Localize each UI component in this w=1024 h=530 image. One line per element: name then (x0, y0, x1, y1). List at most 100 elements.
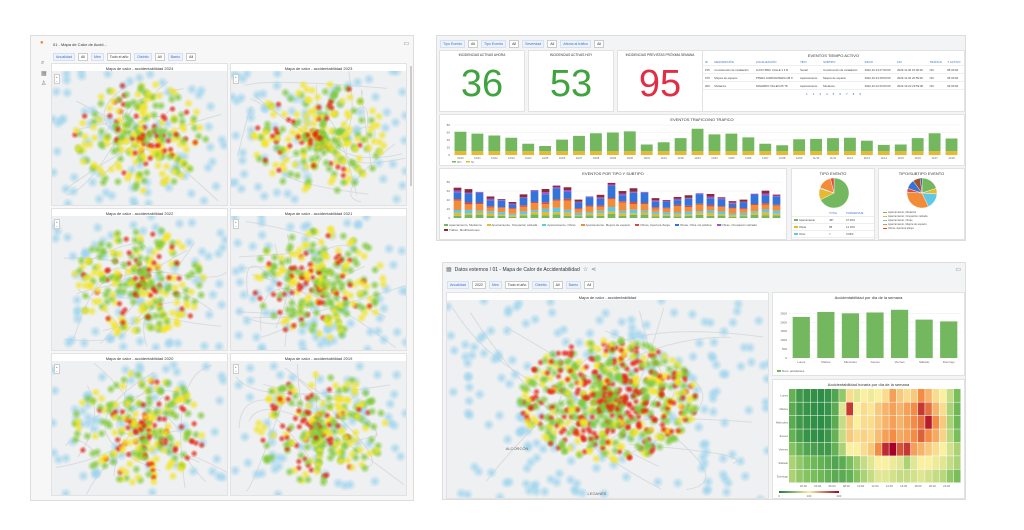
zoom-out-button[interactable]: − (235, 369, 237, 373)
heat-spot (293, 88, 304, 99)
legend-row[interactable]: Otros 7 0.96% (792, 230, 874, 238)
heat-map[interactable] (231, 216, 407, 350)
legend-item[interactable]: Obras, Apertura Zanja (635, 223, 670, 227)
search-icon[interactable]: ⌕ (41, 60, 45, 66)
heat-spot (194, 280, 205, 291)
zoom-out-button[interactable]: − (56, 79, 58, 83)
heat-spot (136, 305, 147, 316)
alert-icon[interactable]: ♙ (41, 81, 47, 87)
zoom-out-button[interactable]: − (56, 224, 58, 228)
filter-select[interactable]: 2022 (472, 281, 486, 289)
legend-item[interactable]: Aparcamiento, Ocupación calzada (486, 223, 537, 227)
heatmap-cell (903, 456, 911, 470)
heat-spot (158, 445, 169, 456)
heat-spot (161, 161, 172, 172)
tv-mode-icon[interactable]: ▭ (955, 267, 961, 273)
heatmap-cell (803, 469, 810, 483)
legend-item[interactable]: Aparcamiento, Mudanza (444, 223, 482, 227)
legend-item[interactable]: Obras, Apertura Zanja (883, 227, 960, 230)
table-row[interactable]: 079 Mejora de espacio PTERA JARDINATERIA C… (703, 73, 964, 82)
page-link[interactable]: 2 (812, 92, 815, 96)
legend-row[interactable]: Obras 88 12.10% (792, 223, 874, 231)
heat-map[interactable] (52, 71, 228, 205)
page-link[interactable]: 4 (825, 92, 828, 96)
bar-segment (750, 214, 759, 218)
page-link[interactable]: 9 (859, 92, 862, 96)
filter-select[interactable]: All (468, 40, 479, 48)
legend-item[interactable]: Aparcamiento, Obras (542, 223, 576, 227)
page-link[interactable]: 3 (819, 92, 821, 96)
column-header[interactable]: INICIO (862, 58, 896, 66)
zoom-in-button[interactable]: + (235, 75, 237, 79)
heat-spot (318, 288, 329, 299)
filter-select[interactable]: All (552, 281, 563, 289)
tv-mode-icon[interactable]: ▭ (403, 41, 409, 47)
heat-map[interactable] (52, 216, 228, 350)
heatmap-cell (910, 389, 918, 402)
column-header[interactable]: LOCALIZACIÓN (753, 58, 799, 66)
zoom-out-button[interactable]: − (235, 79, 237, 83)
filter-select[interactable]: All (509, 40, 520, 48)
legend-item[interactable]: Obras, Ocupación calzada (716, 223, 757, 227)
column-header[interactable]: DESCRIPCIÓN (712, 58, 754, 66)
star-icon[interactable]: ☆ (582, 267, 589, 273)
zoom-in-button[interactable]: + (56, 75, 58, 79)
page-link[interactable]: 1 (805, 92, 808, 96)
column-header[interactable]: SUBTIPO (821, 58, 863, 66)
table-row[interactable]: 155 Construcción de instalación LUCIO BRU … (703, 65, 964, 74)
heat-map[interactable] (231, 71, 407, 205)
legend-item[interactable]: Aparcamiento, Ocupación calzada (883, 215, 960, 218)
column-header[interactable]: ID (703, 58, 713, 66)
bar-segment (464, 193, 473, 203)
page-link[interactable]: 5 (832, 92, 835, 96)
filter-select[interactable]: All (78, 53, 88, 61)
column-header[interactable]: T. ACTIVO (945, 58, 964, 66)
column-header[interactable]: TRÁFICO (927, 58, 946, 66)
table-row[interactable]: 209 Mudanza NAVARRO VILLEN 05 78 Aparcamien… (703, 81, 964, 90)
legend-row[interactable]: Aparcamiento 487 67.00% (792, 216, 874, 224)
heatmap-cell (846, 415, 853, 429)
zoom-out-button[interactable]: − (235, 224, 237, 228)
zoom-in-button[interactable]: + (235, 365, 237, 369)
filter-select[interactable]: All (594, 40, 605, 48)
filter-select[interactable]: All (584, 281, 595, 289)
filter-select[interactable]: All (186, 53, 197, 61)
legend-item[interactable]: Aparcamiento, Obras (883, 219, 960, 222)
filter-select[interactable]: All (547, 40, 558, 48)
legend-item[interactable]: Aparcamiento, Mudanza (883, 211, 960, 214)
column-header[interactable]: FIN (895, 58, 928, 66)
heat-spot (623, 408, 632, 417)
filter-label: Distrito (532, 281, 550, 289)
zoom-in-button[interactable]: + (235, 220, 237, 224)
column-header[interactable]: PORCENTAJE (844, 210, 874, 217)
legend-item[interactable]: Tráfico, Modificaciones (444, 228, 480, 232)
column-header[interactable] (792, 210, 828, 217)
zoom-in-button[interactable]: + (56, 220, 58, 224)
share-icon[interactable]: ⋖ (591, 267, 597, 273)
page-link[interactable]: 7 (846, 92, 848, 96)
legend-item[interactable]: Aparcamiento, Mejora de espacio (580, 223, 630, 227)
column-header[interactable]: TIPO (798, 58, 822, 66)
heat-map[interactable] (231, 361, 407, 495)
panel-title: Mapa de calor - accidentabilidad 2022 (105, 211, 174, 216)
heat-spot (477, 329, 490, 342)
zoom-out-button[interactable]: − (56, 369, 58, 373)
filter-select[interactable]: All (154, 53, 165, 61)
filter-select[interactable]: Todo el año (106, 53, 132, 61)
heat-map[interactable] (52, 361, 228, 495)
legend-item[interactable]: Aparcamiento, Mejora de espacio (883, 223, 960, 226)
column-header[interactable]: TOTAL (827, 210, 845, 217)
zoom-in-button[interactable]: + (56, 365, 58, 369)
heat-spot (293, 117, 304, 128)
page-link[interactable]: 8 (852, 92, 855, 96)
page-link[interactable]: 6 (839, 92, 841, 96)
accident-heat-map[interactable]: ALCORCÓN LEGANÉS (447, 300, 769, 499)
legend-item[interactable]: Obras, Obra vía pública (674, 223, 712, 227)
dashboards-icon[interactable]: ▦ (41, 71, 47, 77)
filter-select[interactable]: Todo el año (504, 281, 530, 289)
scrollbar[interactable] (410, 66, 412, 186)
legend-row[interactable]: Eventos11115.30% (792, 237, 874, 239)
x-tick-label: Lunes (797, 360, 806, 364)
breadcrumb[interactable]: Datos externos / 01 - Mapa de Calor de A… (454, 267, 580, 273)
heat-spot (197, 194, 210, 205)
